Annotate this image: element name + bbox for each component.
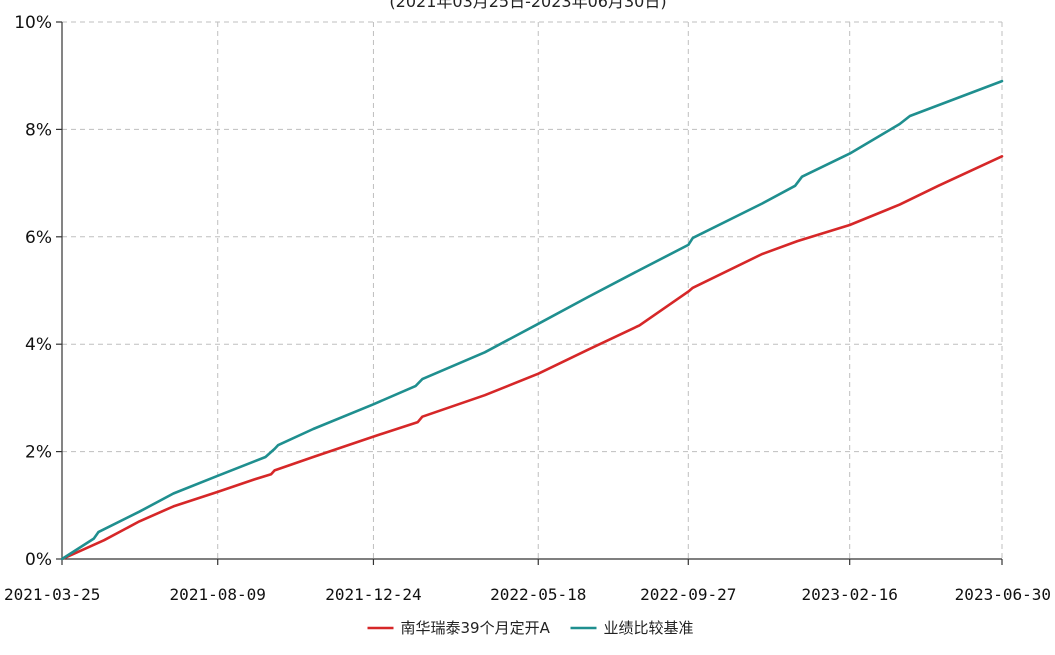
legend-label: 南华瑞泰39个月定开A [401, 619, 551, 637]
grid-lines [62, 21, 1003, 559]
x-tick-label: 2021-03-25 [4, 585, 100, 604]
y-tick-label: 2% [25, 443, 52, 463]
x-tick-label: 2022-05-18 [490, 585, 586, 604]
legend: 南华瑞泰39个月定开A 业绩比较基准 [367, 619, 694, 637]
legend-item: 南华瑞泰39个月定开A [367, 619, 551, 637]
legend-item: 业绩比较基准 [570, 619, 694, 637]
y-tick-label: 10% [14, 13, 52, 33]
x-tick-label: 2021-12-24 [325, 585, 421, 604]
x-tick-label: 2022-09-27 [640, 585, 736, 604]
x-tick-label: 2023-06-30 [955, 585, 1051, 604]
series-line-0 [60, 155, 1004, 561]
y-tick-label: 6% [25, 228, 52, 248]
y-tick-label: 8% [25, 120, 52, 140]
x-tick-label: 2023-02-16 [802, 585, 898, 604]
y-tick-label: 4% [25, 335, 52, 355]
chart-title: (2021年03月25日-2023年06月30日) [389, 0, 666, 11]
series-layer [60, 79, 1004, 561]
tick-labels: 0% 2% 4% 6% 8% 10% 2021-03-25 2021-08-09 2021-12… [4, 13, 1051, 604]
legend-label: 业绩比较基准 [604, 619, 694, 637]
series-line-1 [60, 79, 1004, 561]
x-tick-label: 2021-08-09 [170, 585, 266, 604]
y-tick-label: 0% [25, 550, 52, 570]
